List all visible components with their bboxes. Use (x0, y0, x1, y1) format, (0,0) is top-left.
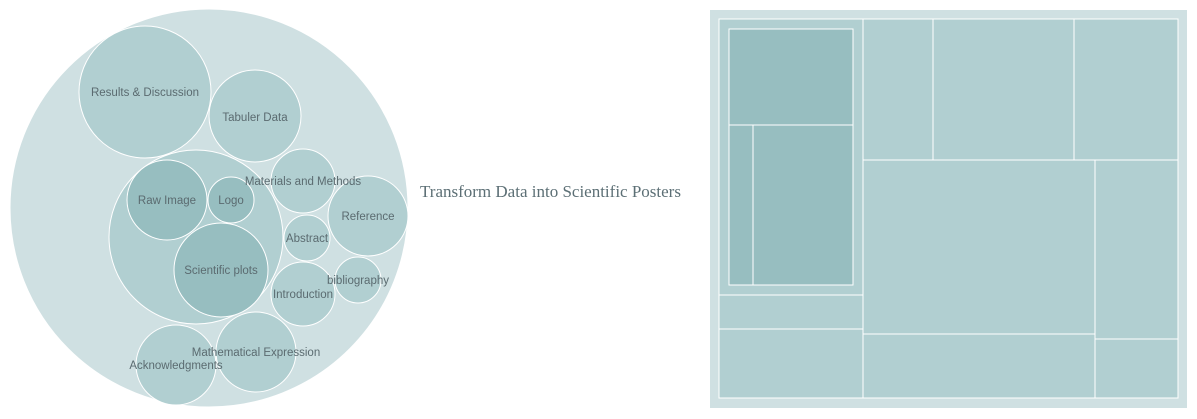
bubble-math[interactable] (215, 311, 297, 393)
treemap-cell-top-left[interactable] (728, 28, 854, 126)
label-materials: Materials and Methods (245, 176, 362, 188)
treemap-cell-narrow[interactable] (728, 124, 754, 286)
label-abstract: Abstract (286, 233, 329, 245)
label-math: Mathematical Expression (192, 347, 320, 359)
treemap-cell-bottom-right[interactable] (1094, 338, 1179, 399)
page-title: Transform Data into Scientific Posters (420, 182, 681, 201)
treemap-cell-mid-left[interactable] (752, 124, 854, 286)
treemap (710, 10, 1187, 408)
bubble-scientific-plots[interactable] (173, 222, 269, 318)
bubble-introduction[interactable] (270, 261, 336, 327)
bubble-results[interactable] (78, 25, 212, 159)
treemap-cell-right-mid[interactable] (1094, 159, 1179, 340)
label-raw-image: Raw Image (138, 195, 196, 207)
treemap-cell-center[interactable] (862, 159, 1096, 335)
treemap-cell-bottom-center[interactable] (862, 333, 1096, 399)
label-reference: Reference (341, 211, 394, 223)
label-bibliography: bibliography (327, 275, 389, 287)
label-scientific-plots: Scientific plots (184, 265, 258, 277)
bubble-raw-image[interactable] (126, 159, 208, 241)
label-logo: Logo (218, 195, 244, 207)
circle-pack: Results & Discussion Tabuler Data Raw Im… (9, 8, 409, 408)
treemap-cell-top-a[interactable] (862, 18, 934, 161)
treemap-cell-left-strip[interactable] (718, 294, 864, 330)
bubble-tabular[interactable] (208, 69, 302, 163)
bubble-materials[interactable] (270, 148, 336, 214)
label-acknowledgments: Acknowledgments (129, 360, 223, 372)
treemap-cell-top-c[interactable] (1073, 18, 1179, 161)
bubble-bibliography[interactable] (334, 256, 382, 304)
treemap-cell-top-b[interactable] (932, 18, 1075, 161)
bubble-abstract[interactable] (283, 214, 331, 262)
label-introduction: Introduction (273, 289, 333, 301)
bubble-acknowledgments[interactable] (135, 324, 217, 406)
bubble-logo[interactable] (207, 176, 255, 224)
treemap-cell-left-bottom[interactable] (718, 328, 864, 399)
label-results: Results & Discussion (91, 87, 199, 99)
label-tabular: Tabuler Data (222, 112, 288, 124)
bubble-reference[interactable] (327, 175, 409, 257)
